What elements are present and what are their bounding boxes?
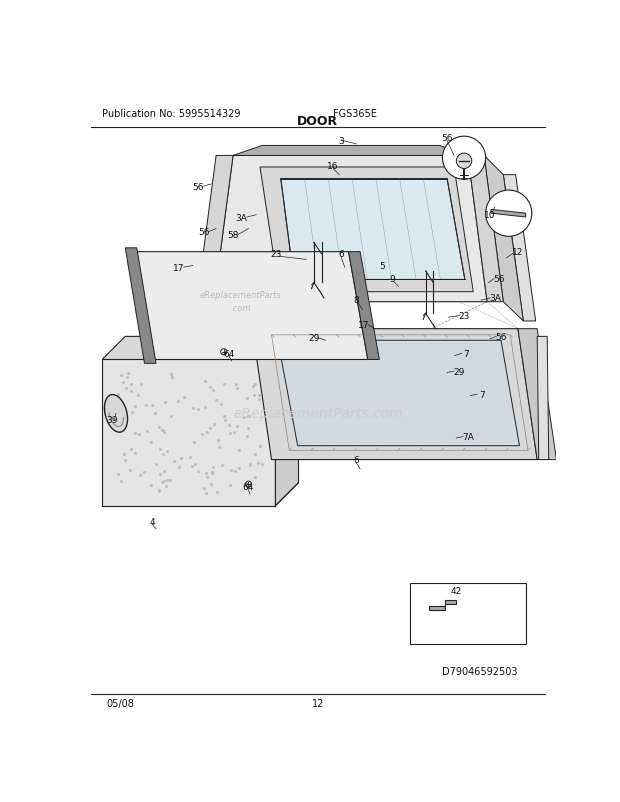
Text: 56: 56 (441, 134, 453, 143)
Text: 23: 23 (270, 249, 282, 258)
Text: 23: 23 (458, 312, 470, 321)
Polygon shape (129, 253, 368, 360)
Text: 29: 29 (453, 367, 464, 376)
Text: 42: 42 (451, 586, 462, 595)
Text: 3A: 3A (235, 213, 247, 222)
Text: 56: 56 (198, 228, 210, 237)
Polygon shape (102, 360, 275, 506)
Polygon shape (252, 330, 537, 460)
Text: 58: 58 (228, 231, 239, 240)
Text: eReplacementParts.com: eReplacementParts.com (233, 407, 402, 421)
Text: 7: 7 (479, 390, 485, 399)
Polygon shape (278, 341, 520, 446)
Text: 12: 12 (312, 698, 324, 708)
Text: FGS365E: FGS365E (333, 109, 377, 119)
Text: eReplacementParts: eReplacementParts (200, 290, 281, 299)
Polygon shape (102, 337, 298, 360)
Text: Publication No: 5995514329: Publication No: 5995514329 (102, 109, 241, 119)
Ellipse shape (104, 395, 128, 432)
Circle shape (443, 137, 485, 180)
Text: 12: 12 (512, 248, 524, 257)
Text: .com: .com (231, 304, 251, 313)
Polygon shape (197, 156, 233, 302)
Text: 05/08: 05/08 (106, 698, 134, 708)
Circle shape (456, 154, 472, 169)
Text: D79046592503: D79046592503 (441, 666, 517, 676)
Polygon shape (503, 176, 536, 322)
Text: 56: 56 (193, 183, 204, 192)
Text: 9: 9 (389, 275, 396, 284)
Polygon shape (233, 146, 468, 156)
Text: 16: 16 (327, 162, 339, 171)
Polygon shape (125, 249, 156, 364)
Polygon shape (484, 156, 523, 322)
Text: 17: 17 (358, 321, 370, 330)
Circle shape (246, 481, 252, 488)
Bar (410, 583, 526, 645)
Text: 3A: 3A (489, 294, 501, 303)
Text: 56: 56 (495, 333, 507, 342)
Text: 64: 64 (224, 350, 235, 358)
Text: 29: 29 (308, 334, 319, 343)
Polygon shape (491, 210, 526, 218)
Text: DOOR: DOOR (297, 115, 339, 128)
Text: 3: 3 (338, 136, 343, 145)
Polygon shape (275, 337, 298, 506)
Polygon shape (430, 600, 456, 610)
Circle shape (485, 191, 532, 237)
Text: 56: 56 (493, 275, 505, 284)
Text: 64: 64 (243, 483, 254, 492)
Text: 10: 10 (484, 211, 495, 220)
Polygon shape (348, 253, 379, 360)
Text: 39: 39 (106, 415, 118, 424)
Text: 7: 7 (464, 350, 469, 358)
Circle shape (221, 349, 227, 355)
Polygon shape (468, 156, 503, 302)
Text: 17: 17 (174, 263, 185, 272)
Text: 8: 8 (353, 296, 359, 305)
Polygon shape (260, 168, 473, 293)
Polygon shape (537, 337, 549, 460)
Text: 6: 6 (338, 249, 343, 258)
Polygon shape (214, 156, 487, 302)
Text: 7A: 7A (462, 432, 474, 441)
Text: 4: 4 (149, 517, 155, 526)
Text: 6: 6 (353, 456, 359, 464)
Polygon shape (518, 330, 556, 460)
Text: 5: 5 (379, 261, 384, 271)
Polygon shape (281, 180, 465, 280)
